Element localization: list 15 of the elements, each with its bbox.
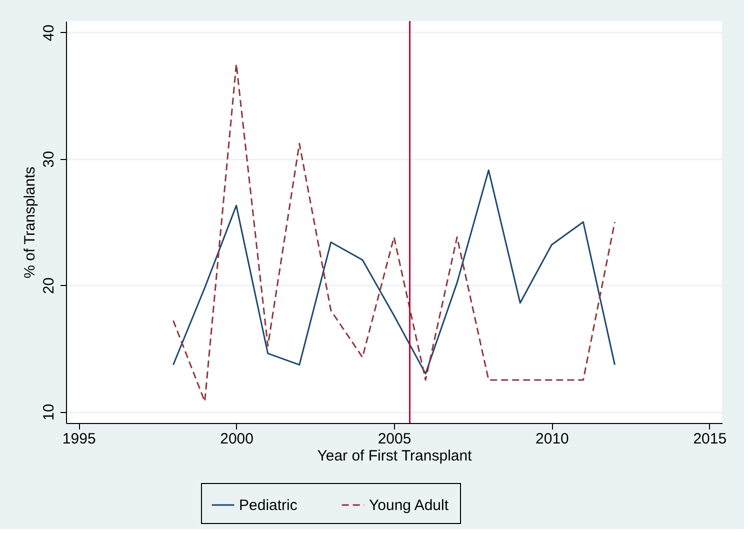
x-tick-label: 2010 [536,430,569,448]
y-tick-label: 20 [40,277,58,294]
x-tick-label: 1995 [62,430,96,448]
x-axis-title: Year of First Transplant [317,448,473,464]
y-tick-label: 40 [40,24,58,42]
x-tick-label: 2005 [378,430,412,448]
line-series [172,169,616,374]
y-tick-label: 10 [40,404,58,420]
x-tick-label: 2000 [220,430,254,448]
y-axis-title: % of Transplants [22,166,38,278]
legend-label: Young Adult [369,497,450,514]
y-tick-label: 30 [40,150,58,168]
x-tick-label: 2015 [693,430,727,448]
line-series [172,63,616,402]
legend-label: Pediatric [239,497,298,514]
